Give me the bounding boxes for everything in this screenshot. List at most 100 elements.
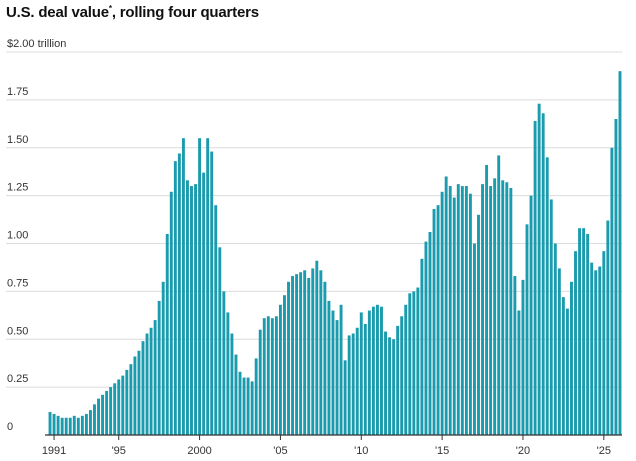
bar <box>133 356 137 435</box>
bar <box>323 281 327 435</box>
bar <box>93 404 96 435</box>
bar <box>141 341 145 435</box>
x-tick-label: '20 <box>516 445 530 457</box>
bar <box>88 410 92 435</box>
bar <box>359 312 363 435</box>
bar <box>52 413 56 435</box>
bar <box>117 379 121 435</box>
bar <box>517 310 521 435</box>
bar <box>210 151 214 435</box>
bar <box>432 209 436 435</box>
bar <box>125 369 129 435</box>
bar <box>448 186 452 435</box>
chart-title: U.S. deal value*, rolling four quarters <box>6 4 259 21</box>
bar <box>153 320 157 435</box>
bar <box>169 191 173 435</box>
bar <box>380 306 383 435</box>
bar <box>68 417 72 435</box>
bar <box>473 243 476 435</box>
bar <box>149 327 153 435</box>
bar <box>109 387 113 435</box>
bar <box>505 182 509 435</box>
bar <box>594 270 598 435</box>
chart-title-suffix: , rolling four quarters <box>111 4 259 21</box>
bar <box>101 394 105 435</box>
bar <box>602 251 606 435</box>
bar <box>384 331 387 435</box>
bar <box>270 318 274 435</box>
bar <box>262 318 266 435</box>
bar <box>493 178 497 435</box>
bar <box>218 247 222 435</box>
y-tick-label: 0.50 <box>7 325 28 337</box>
bar <box>307 277 311 435</box>
bar <box>497 155 501 435</box>
bar <box>327 300 331 435</box>
bar <box>299 272 303 435</box>
bar <box>525 224 529 435</box>
bar <box>214 205 218 435</box>
chart-title-footnote-mark: * <box>108 4 112 13</box>
bar <box>436 205 440 435</box>
bar <box>64 417 68 435</box>
bar <box>557 268 561 435</box>
tick-labels: 0 0.25 0.50 0.75 1.00 1.25 1.50 1.75 $2.00 trill… <box>7 38 611 457</box>
bar <box>618 71 622 436</box>
bar <box>477 214 480 435</box>
bar <box>287 281 290 435</box>
bar <box>537 103 541 435</box>
bar <box>428 232 432 435</box>
bar <box>464 186 468 435</box>
bar <box>303 270 307 435</box>
bar <box>424 241 428 435</box>
bar <box>347 335 351 435</box>
bar <box>561 297 565 435</box>
y-tick-label: 1.50 <box>7 134 28 146</box>
bar <box>76 417 80 435</box>
bar <box>161 281 165 435</box>
x-tick-label: 2000 <box>187 445 211 457</box>
bar <box>404 304 408 435</box>
bar <box>541 113 545 435</box>
x-tick-label: '05 <box>273 445 287 457</box>
bar <box>533 120 537 435</box>
bar <box>254 358 258 435</box>
y-tick-label: 1.75 <box>7 86 28 98</box>
bar <box>194 184 197 435</box>
y-tick-label: 1.00 <box>7 230 28 242</box>
bar <box>343 360 347 435</box>
y-tick-label: 0.25 <box>7 373 28 385</box>
bar <box>222 291 226 435</box>
bar <box>610 147 614 435</box>
bar <box>392 339 396 435</box>
bar <box>283 295 286 435</box>
bar <box>230 333 234 435</box>
bar <box>84 413 88 435</box>
bar <box>72 415 76 435</box>
bar <box>246 377 250 435</box>
bar <box>177 153 181 435</box>
bar <box>60 417 64 435</box>
bar <box>181 138 185 436</box>
bar <box>412 291 416 435</box>
bar <box>565 308 569 435</box>
bar <box>355 327 359 435</box>
y-tick-label: 0.75 <box>7 277 28 289</box>
bar <box>574 251 577 435</box>
bar <box>56 415 60 435</box>
bar <box>97 398 100 435</box>
y-tick-label: $2.00 trillion <box>7 38 66 50</box>
bar <box>468 193 472 435</box>
bars <box>48 71 622 436</box>
bar <box>145 333 149 435</box>
bar <box>590 262 594 435</box>
bar <box>606 220 610 435</box>
bar <box>202 172 206 435</box>
bar <box>570 281 573 435</box>
bar <box>396 325 400 435</box>
bar <box>258 329 262 435</box>
bar <box>165 233 169 435</box>
bar <box>250 381 254 435</box>
y-tick-label: 1.25 <box>7 182 28 194</box>
